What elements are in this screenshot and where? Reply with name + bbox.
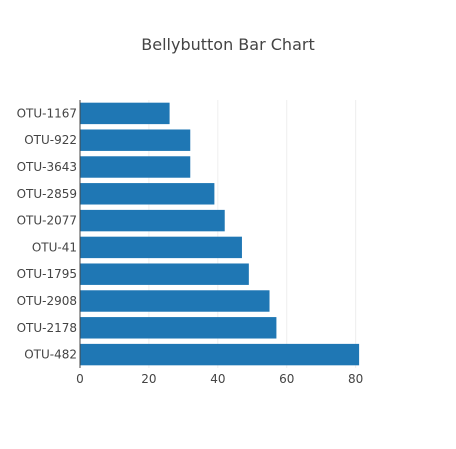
bar-otu-41 [80,236,242,259]
chart-title: Bellybutton Bar Chart [141,35,314,54]
y-tick-labels: OTU-1167 OTU-922 OTU-3643 OTU-2859 OTU-2077 O… [17,106,77,361]
bars [80,102,360,366]
y-tick-label: OTU-2859 [17,187,77,201]
x-tick-label: 40 [210,372,225,386]
bar-otu-2178 [80,317,277,339]
x-tick-label: 60 [279,372,294,386]
y-tick-label: OTU-1167 [17,106,77,120]
bar-otu-2908 [80,290,270,312]
x-tick-labels: 0 20 40 60 80 [76,372,363,386]
y-tick-label: OTU-2178 [17,321,77,335]
y-tick-label: OTU-41 [32,240,77,254]
x-tick-label: 80 [348,372,363,386]
y-tick-label: OTU-2077 [17,214,77,228]
y-tick-label: OTU-1795 [17,267,77,281]
bar-otu-2859 [80,183,215,205]
y-tick-label: OTU-2908 [17,294,77,308]
bar-otu-482 [80,343,360,366]
x-tick-label: 0 [76,372,84,386]
bar-otu-2077 [80,209,225,232]
y-tick-label: OTU-3643 [17,160,77,174]
bar-otu-922 [80,129,191,151]
bar-otu-3643 [80,156,191,178]
x-tick-label: 20 [141,372,156,386]
y-tick-label: OTU-482 [24,348,77,362]
bar-otu-1795 [80,263,249,285]
y-tick-label: OTU-922 [24,133,77,147]
bar-otu-1167 [80,102,170,125]
